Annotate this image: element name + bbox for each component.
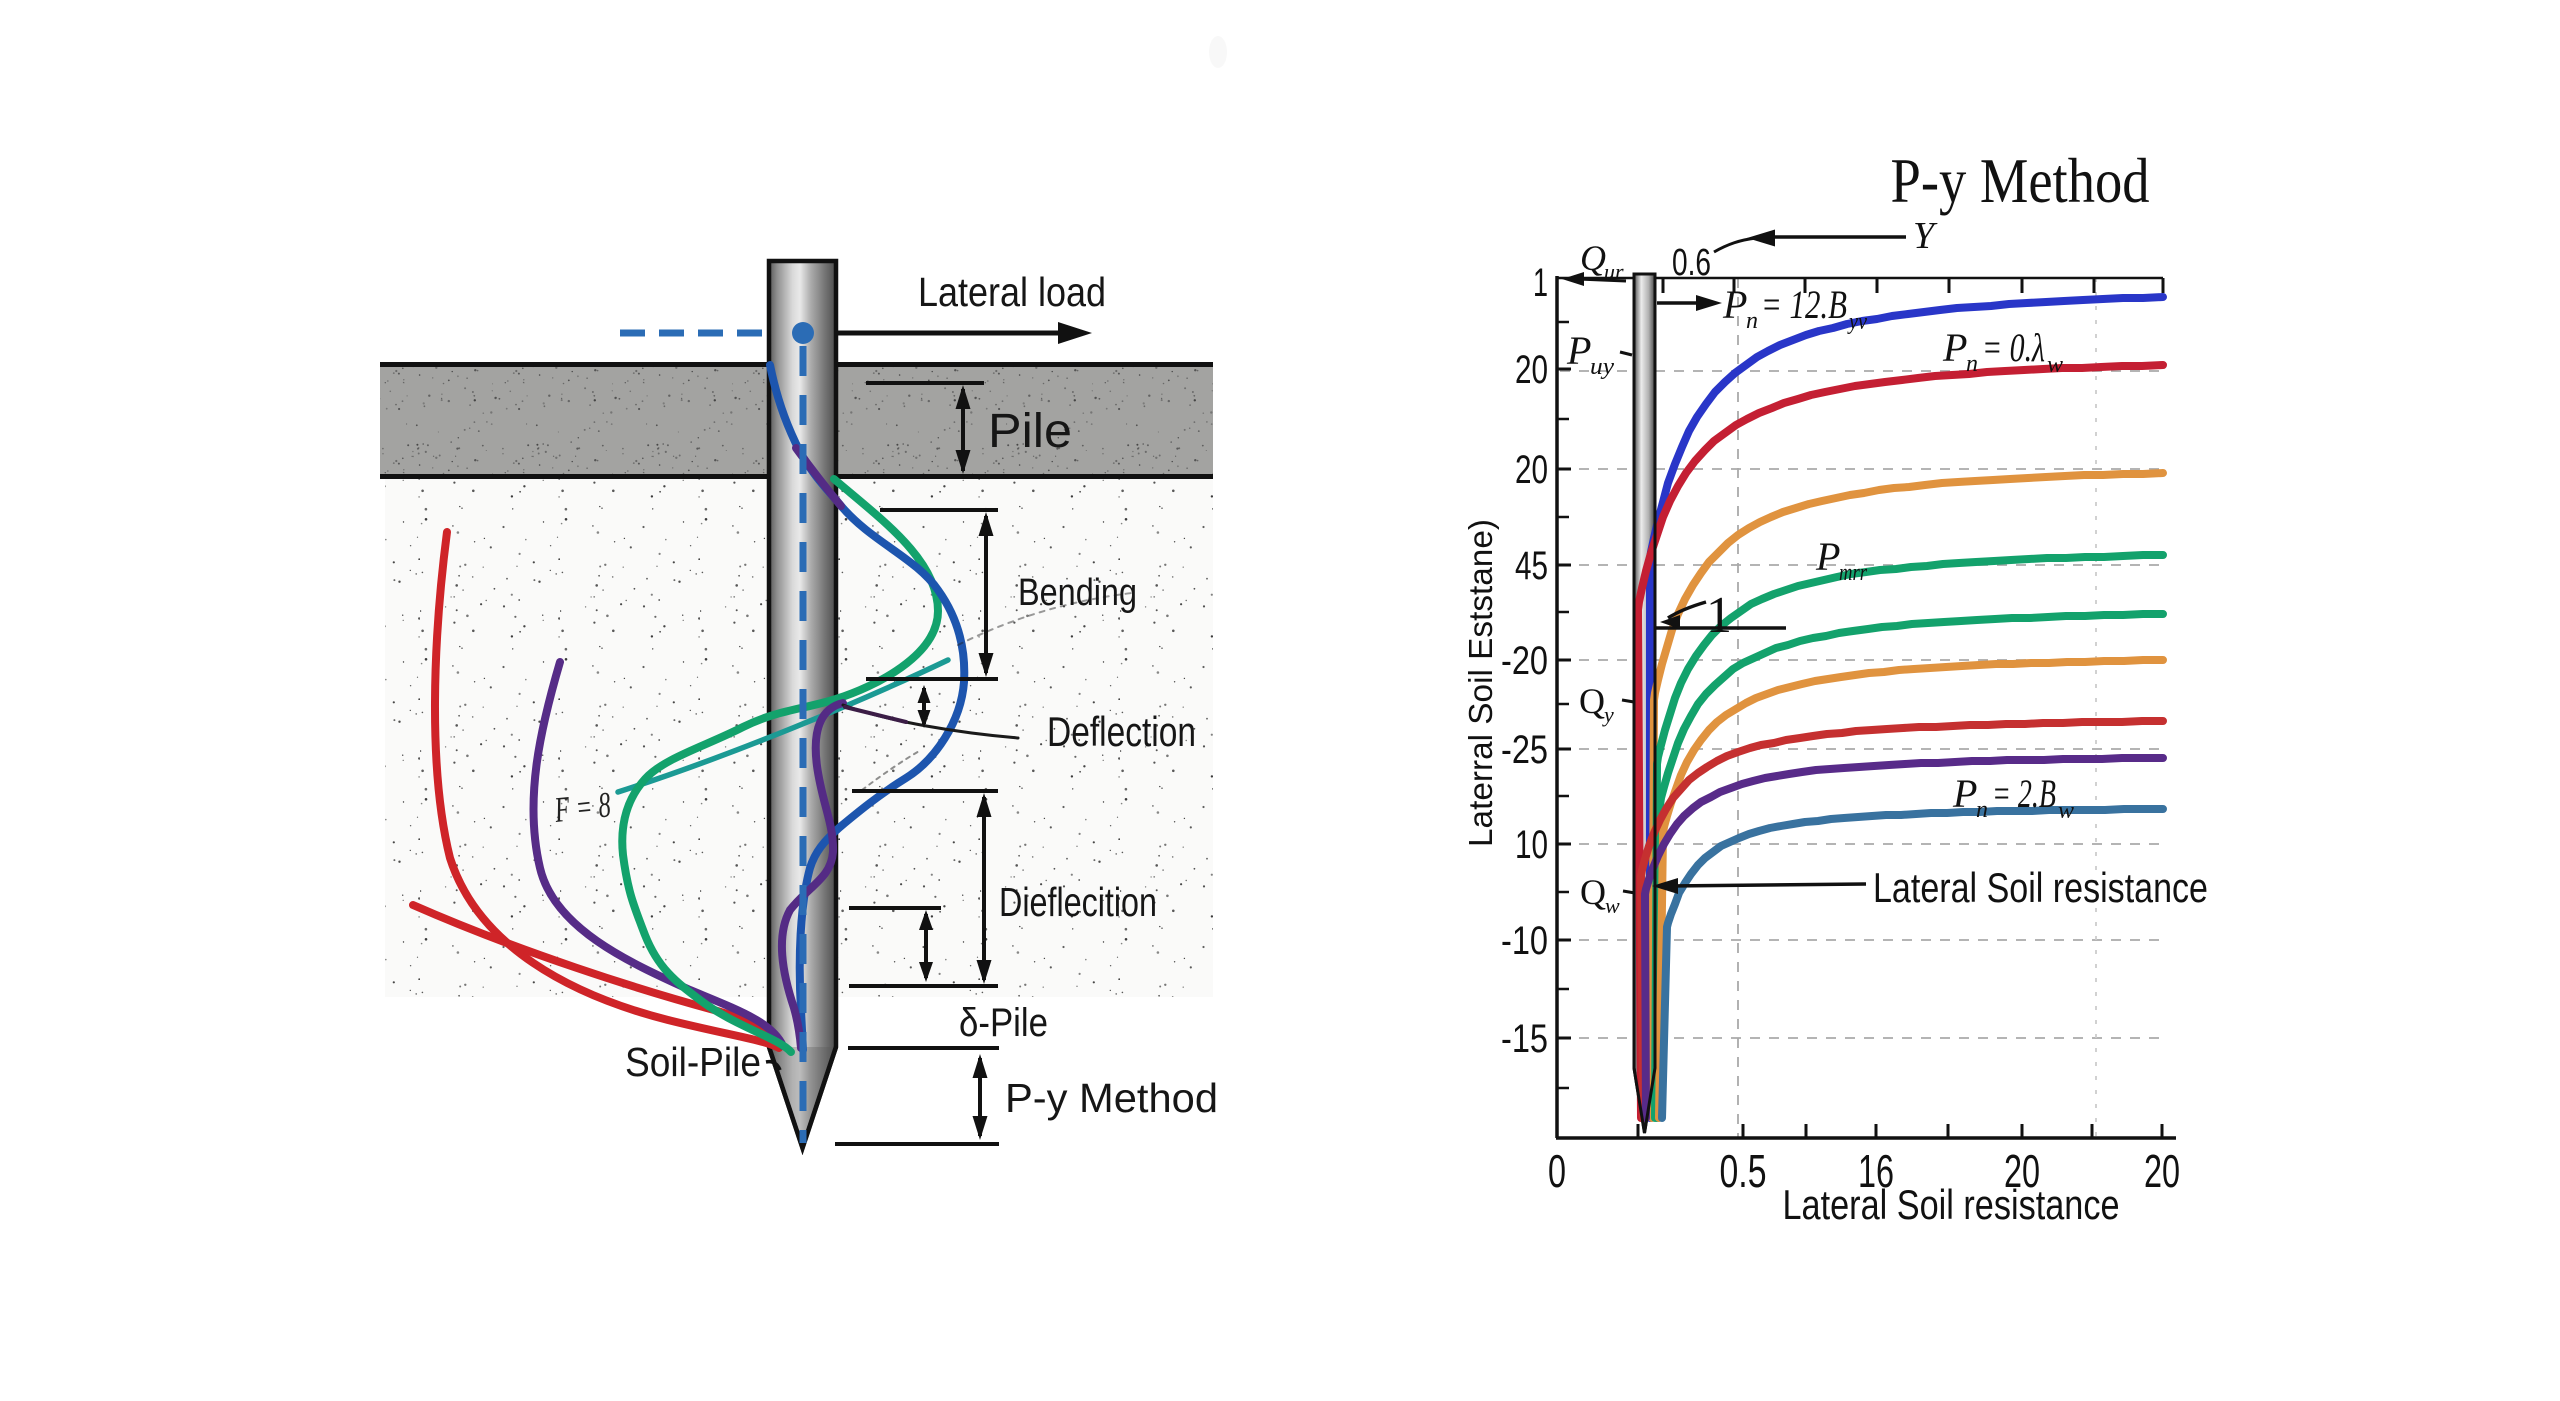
svg-text:0.6: 0.6: [1672, 242, 1711, 284]
svg-text:uy: uy: [1590, 354, 1614, 380]
svg-text:20: 20: [2004, 1145, 2040, 1197]
svg-text:0.5: 0.5: [1720, 1145, 1767, 1197]
svg-text:Lateral load: Lateral load: [918, 269, 1106, 315]
svg-text:Deflection: Deflection: [1047, 708, 1196, 755]
svg-text:Lateral Soil resistance: Lateral Soil resistance: [1783, 1181, 2120, 1228]
svg-text:-25: -25: [1501, 728, 1548, 772]
svg-text:16: 16: [1858, 1145, 1894, 1197]
svg-text:w: w: [2058, 798, 2074, 824]
svg-text:= 0.λ: = 0.λ: [1982, 325, 2045, 370]
svg-text:mrr: mrr: [1839, 560, 1868, 586]
svg-text:P: P: [1952, 771, 1977, 816]
svg-text:Laterral Soil Eststane): Laterral Soil Eststane): [1462, 519, 1499, 847]
svg-text:P: P: [1566, 328, 1591, 373]
svg-text:n: n: [1746, 308, 1758, 334]
svg-text:1: 1: [1533, 261, 1548, 305]
svg-text:20: 20: [2144, 1145, 2180, 1197]
svg-text:ur: ur: [1604, 259, 1624, 284]
svg-text:Bending: Bending: [1018, 572, 1137, 614]
svg-text:Y: Y: [1913, 215, 1938, 257]
svg-text:n: n: [1966, 351, 1978, 377]
svg-text:yv: yv: [1847, 309, 1867, 335]
svg-text:y: y: [1602, 702, 1614, 727]
svg-text:= 2.B: = 2.B: [1992, 771, 2056, 816]
svg-text:δ-Pile: δ-Pile: [959, 1001, 1048, 1045]
svg-text:Dieflecition: Dieflecition: [999, 879, 1157, 925]
svg-text:Pile: Pile: [988, 405, 1072, 458]
svg-text:P: P: [1942, 325, 1967, 370]
svg-text:P-y Method: P-y Method: [1005, 1075, 1218, 1121]
svg-text:= 12.B: = 12.B: [1761, 282, 1847, 327]
svg-text:Q: Q: [1579, 681, 1605, 721]
svg-text:Q: Q: [1580, 872, 1606, 912]
svg-text:P: P: [1815, 534, 1840, 579]
svg-text:F = 8: F = 8: [552, 784, 613, 830]
svg-text:-10: -10: [1501, 919, 1548, 963]
svg-text:P: P: [1722, 282, 1747, 327]
svg-text:10: 10: [1515, 823, 1548, 867]
svg-text:Soil-Pile: Soil-Pile: [625, 1039, 761, 1085]
svg-text:P-y Method: P-y Method: [1891, 145, 2150, 216]
svg-text:1: 1: [1706, 587, 1732, 644]
svg-text:w: w: [1605, 893, 1620, 918]
svg-text:20: 20: [1515, 448, 1548, 492]
svg-text:w: w: [2047, 352, 2063, 378]
svg-text:-20: -20: [1501, 639, 1548, 683]
svg-text:-15: -15: [1501, 1017, 1548, 1061]
svg-text:n: n: [1976, 797, 1988, 823]
svg-text:0: 0: [1548, 1145, 1566, 1197]
svg-text:Q: Q: [1580, 238, 1606, 278]
svg-text:20: 20: [1515, 348, 1548, 392]
svg-text:45: 45: [1515, 544, 1548, 588]
svg-text:Lateral Soil resistance: Lateral Soil resistance: [1873, 864, 2208, 911]
